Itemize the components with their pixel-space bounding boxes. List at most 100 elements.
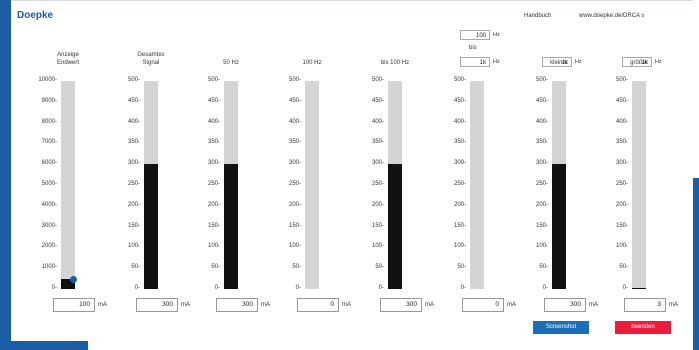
range-value-field[interactable]: 0	[462, 298, 504, 312]
anzeige-slider-knob[interactable]	[70, 276, 77, 283]
kleiner-frequency-input[interactable]: 1k	[542, 57, 572, 67]
kleiner-unit-label: mA	[589, 302, 598, 308]
groesser-tick-label: 100-	[615, 243, 628, 250]
kleiner-tick-label: 250-	[535, 181, 548, 187]
hz2-tick-label: 450-	[288, 97, 301, 104]
hz2-tick-label: 350-	[288, 139, 301, 146]
groesser-unit-label: mA	[669, 302, 678, 308]
frame-right-bar	[693, 178, 699, 350]
bis-tick-label: 350-	[371, 139, 384, 146]
hz2-tick-label: 50-	[292, 264, 301, 271]
anzeige-tick-label: 0-	[51, 285, 57, 291]
groesser-value-field[interactable]: 3	[624, 298, 666, 312]
anzeige-tick-label: 5000-	[41, 181, 57, 187]
gesamtes-unit-label: mA	[181, 302, 190, 308]
anzeige-value-field[interactable]: 100	[53, 298, 95, 312]
range-tick-label: 150-	[453, 222, 466, 229]
screenshot-button[interactable]: Screenshot	[533, 321, 589, 334]
range-tick-label: 0-	[460, 285, 466, 291]
hz1-tick-label: 250-	[207, 181, 220, 187]
range-tick-label: 100-	[453, 243, 466, 250]
range-tick-label: 400-	[453, 118, 466, 125]
groesser-tick-label: 300-	[615, 160, 628, 167]
bis-value-field[interactable]: 300	[380, 298, 422, 312]
anzeige-tick-label: 7000-	[41, 139, 57, 146]
bis-bar-fill	[388, 164, 402, 289]
kleiner-title-line: kleiner	[550, 60, 568, 66]
kleiner-tick-label: 500-	[535, 77, 548, 83]
anzeige-title-line: Endwert	[56, 60, 79, 66]
range-tick-label: 300-	[453, 160, 466, 167]
anzeige-bar-track	[61, 81, 75, 289]
anzeige-title-line: Anzeige	[57, 52, 79, 58]
gesamtes-tick-label: 200-	[127, 201, 140, 208]
range-lower-frequency-input[interactable]: 1k	[460, 57, 490, 67]
kleiner-tick-label: 0-	[542, 285, 548, 291]
range-tick-label: 500-	[453, 77, 466, 83]
gesamtes-tick-label: 100-	[127, 243, 140, 250]
hz1-title-line: 50 Hz	[223, 60, 239, 66]
hz2-tick-label: 150-	[288, 222, 301, 229]
range-tick-label: 250-	[453, 181, 466, 187]
gesamtes-tick-label: 0-	[134, 285, 140, 291]
hz2-value-field[interactable]: 0	[297, 298, 339, 312]
groesser-bar-track	[632, 81, 646, 289]
bis-tick-label: 500-	[371, 77, 384, 83]
range-tick-label: 200-	[453, 201, 466, 208]
range-unit-label: mA	[507, 302, 516, 308]
gesamtes-tick-label: 450-	[127, 97, 140, 104]
hz1-tick-label: 0-	[214, 285, 220, 291]
hz2-unit-label: mA	[342, 302, 351, 308]
hz1-value-field[interactable]: 300	[216, 298, 258, 312]
gesamtes-tick-label: 350-	[127, 139, 140, 146]
bis-tick-label: 150-	[371, 222, 384, 229]
anzeige-tick-label: 1000-	[41, 264, 57, 271]
hz2-tick-label: 200-	[288, 201, 301, 208]
bis-tick-label: 0-	[378, 285, 384, 291]
gesamtes-title-line: Signal	[142, 60, 160, 66]
hz1-tick-label: 500-	[207, 77, 220, 83]
range-tick-label: 450-	[453, 97, 466, 104]
bis-tick-label: 200-	[371, 201, 384, 208]
kleiner-tick-label: 150-	[535, 222, 548, 229]
doepke-logo: Doepke	[17, 10, 54, 21]
kleiner-tick-label: 350-	[535, 139, 548, 146]
groesser-tick-label: 450-	[615, 97, 628, 104]
hz2-tick-label: 300-	[288, 160, 301, 167]
hz1-bar-fill	[224, 164, 238, 289]
bis-title-line: bis 100 Hz	[380, 60, 410, 66]
gesamtes-tick-label: 400-	[127, 118, 140, 125]
kleiner-tick-label: 50-	[539, 264, 548, 271]
beenden-button[interactable]: beenden	[615, 321, 671, 334]
range-upper-frequency-input[interactable]: 100	[460, 30, 490, 40]
website-link[interactable]: www.doepke.de/DRCA s	[579, 13, 645, 19]
handbook-link[interactable]: Handbuch	[524, 13, 552, 19]
bis-tick-label: 250-	[371, 181, 384, 187]
anzeige-unit-label: mA	[98, 302, 107, 308]
hz1-tick-label: 350-	[207, 139, 220, 146]
range-bar-track	[470, 81, 484, 289]
range-tick-label: 50-	[457, 264, 466, 271]
groesser-frequency-input[interactable]: 1k	[622, 57, 652, 67]
groesser-tick-label: 250-	[615, 181, 628, 187]
hz1-tick-label: 100-	[207, 243, 220, 250]
anzeige-tick-label: 8000-	[41, 118, 57, 125]
groesser-tick-label: 400-	[615, 118, 628, 125]
groesser-bar-fill	[632, 288, 646, 289]
hz1-tick-label: 300-	[207, 160, 220, 167]
range-bis-label: bis	[469, 45, 477, 51]
hz2-tick-label: 250-	[288, 181, 301, 187]
bis-unit-label: mA	[425, 302, 434, 308]
hz2-tick-label: 0-	[295, 285, 301, 291]
anzeige-tick-label: 6000-	[41, 160, 57, 167]
hz2-tick-label: 500-	[288, 77, 301, 83]
frame-left-bar	[0, 0, 11, 350]
gesamtes-tick-label: 500-	[127, 77, 140, 83]
bis-tick-label: 50-	[375, 264, 384, 271]
gesamtes-value-field[interactable]: 300	[136, 298, 178, 312]
frame-bottom-gap	[88, 340, 693, 350]
gesamtes-tick-label: 250-	[127, 181, 140, 187]
kleiner-tick-label: 200-	[535, 201, 548, 208]
range-lower-hz-label: Hz	[493, 59, 500, 65]
kleiner-value-field[interactable]: 300	[544, 298, 586, 312]
